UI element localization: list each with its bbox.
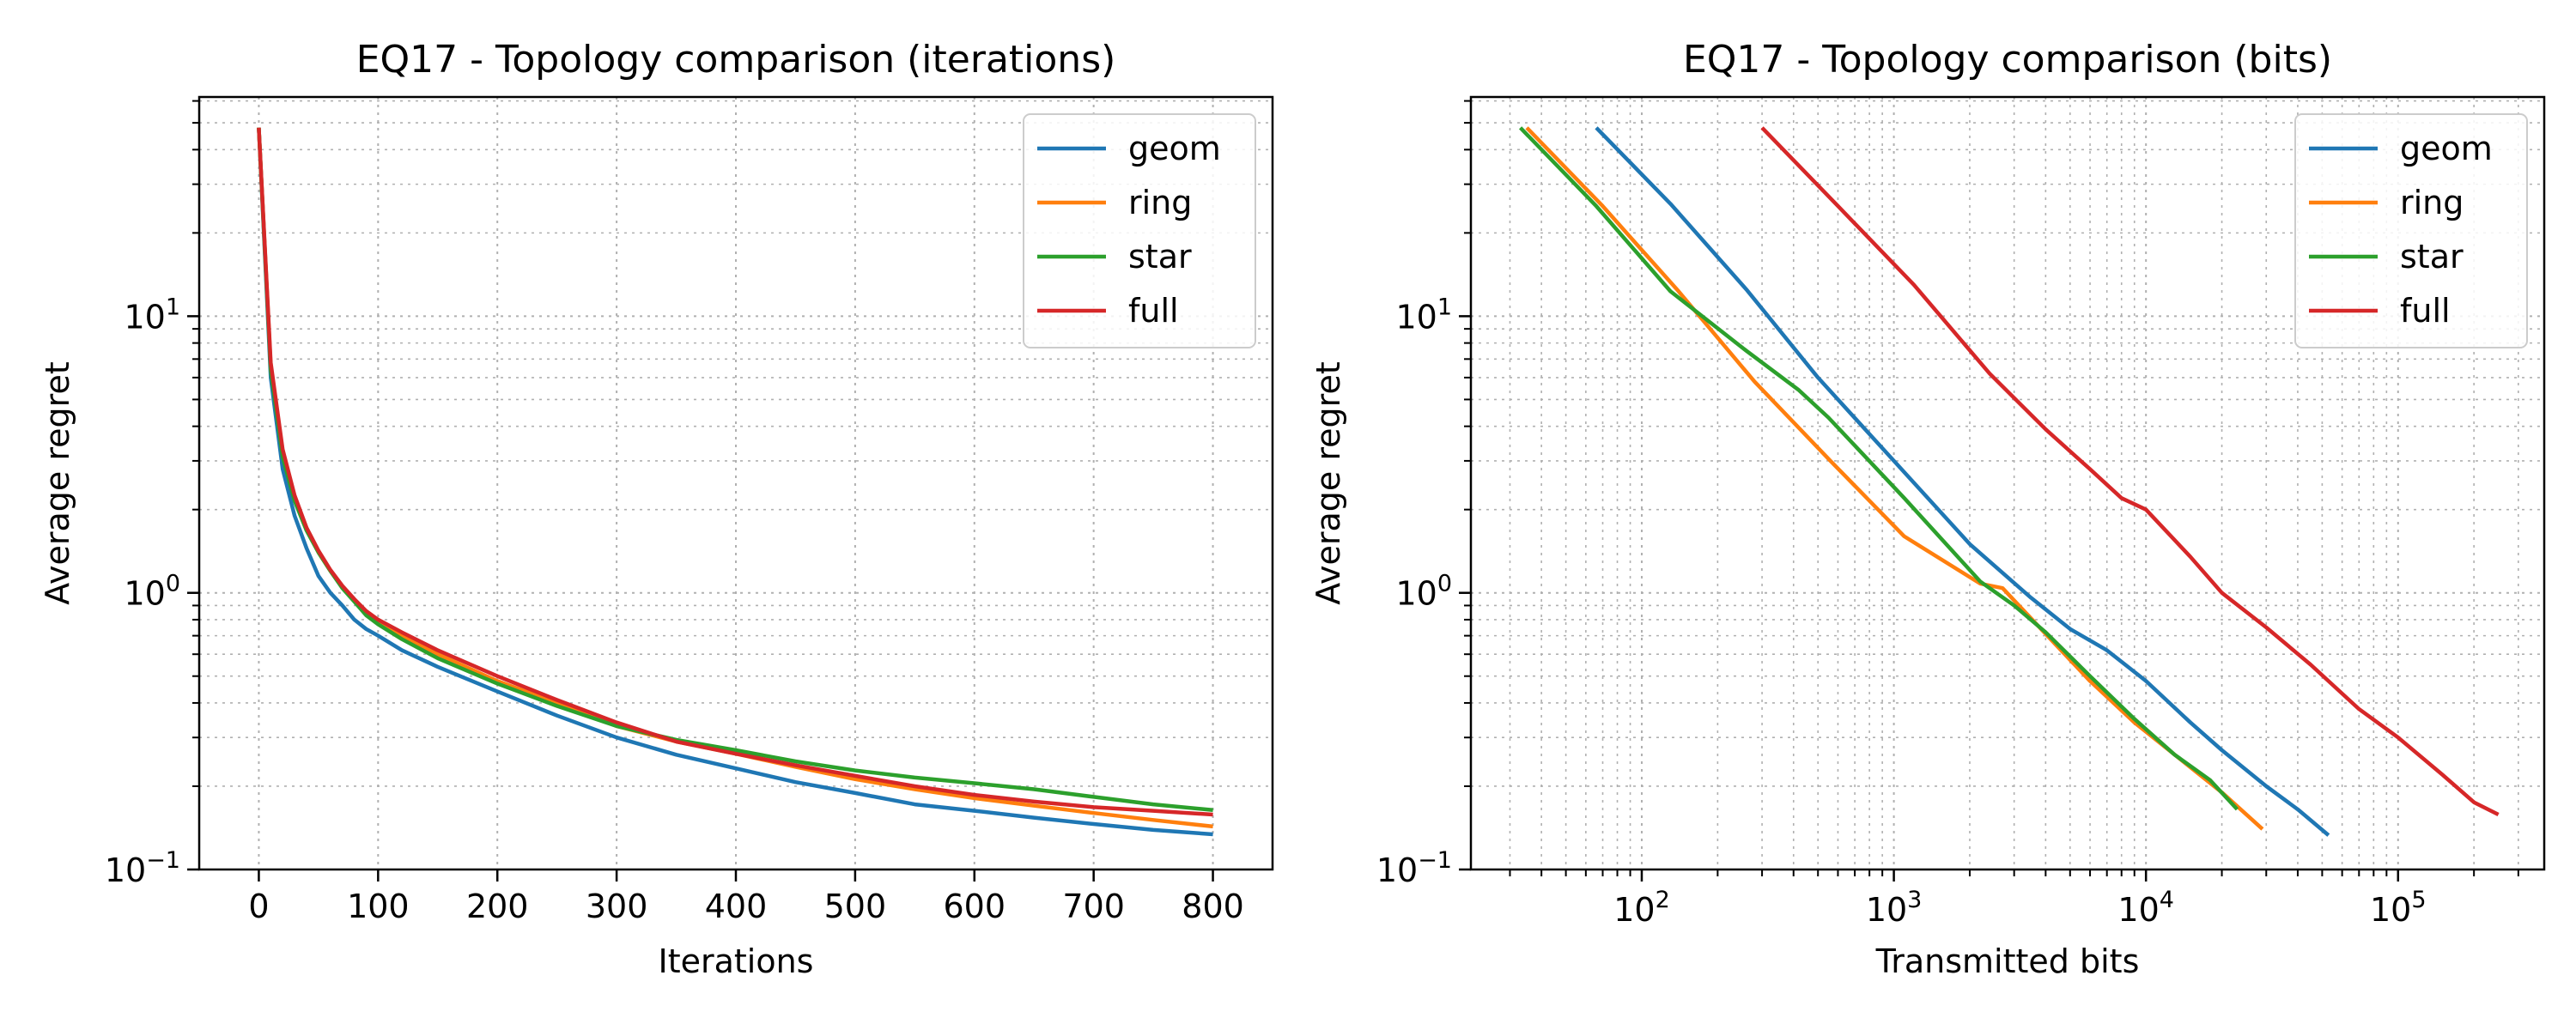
x-tick-label: 400 (705, 888, 768, 925)
x-tick-label: 103 (1866, 887, 1923, 929)
legend-box (1023, 113, 1256, 348)
legend-label-star: star (2400, 238, 2464, 276)
legend-label-ring: ring (2400, 184, 2464, 221)
y-tick-label: 10−1 (1376, 847, 1452, 889)
x-tick-label: 104 (2117, 887, 2174, 929)
legend-label-star: star (1128, 238, 1192, 276)
legend-label-full: full (2400, 292, 2451, 330)
y-axis-label: Average regret (39, 361, 76, 604)
series-line-star (1518, 126, 2239, 811)
chart-iterations: EQ17 - Topology comparison (iterations) … (39, 38, 1274, 980)
series-line-geom (257, 127, 1213, 837)
x-tick-label: 800 (1182, 888, 1244, 925)
x-axis-label: Transmitted bits (1875, 942, 2140, 980)
series-line-geom (1595, 126, 2330, 837)
x-tick-label: 500 (824, 888, 887, 925)
x-tick-label: 700 (1062, 888, 1125, 925)
legend-label-full: full (1128, 292, 1179, 330)
legend-label-geom: geom (1128, 130, 1221, 167)
x-tick-label: 105 (2370, 887, 2427, 929)
x-tick-label: 300 (586, 888, 648, 925)
x-tick-label: 0 (248, 888, 269, 925)
y-tick-label: 100 (1395, 571, 1452, 613)
chart-title: EQ17 - Topology comparison (iterations) (356, 38, 1116, 82)
y-tick-label: 100 (124, 571, 180, 613)
legend-box (2294, 113, 2528, 348)
plot-frame (1469, 95, 2546, 871)
x-axis-label: Iterations (659, 942, 814, 980)
x-tick-label: 600 (944, 888, 1006, 925)
y-tick-label: 101 (1395, 294, 1452, 336)
y-axis-label: Average regret (1309, 361, 1347, 604)
x-tick-label: 102 (1613, 887, 1670, 929)
chart-title: EQ17 - Topology comparison (bits) (1683, 38, 2332, 82)
series-line-full (257, 127, 1213, 817)
legend-label-geom: geom (2400, 130, 2493, 167)
chart-bits: EQ17 - Topology comparison (bits) 102 103… (1309, 38, 2546, 980)
legend: geom ring star full (2294, 113, 2528, 348)
x-tick-label: 200 (466, 888, 529, 925)
legend: geom ring star full (1023, 113, 1256, 348)
y-tick-label: 10−1 (105, 847, 180, 889)
series-line-full (1760, 126, 2500, 817)
y-tick-label: 101 (124, 294, 180, 336)
x-tick-label: 100 (347, 888, 410, 925)
legend-label-ring: ring (1128, 184, 1192, 221)
